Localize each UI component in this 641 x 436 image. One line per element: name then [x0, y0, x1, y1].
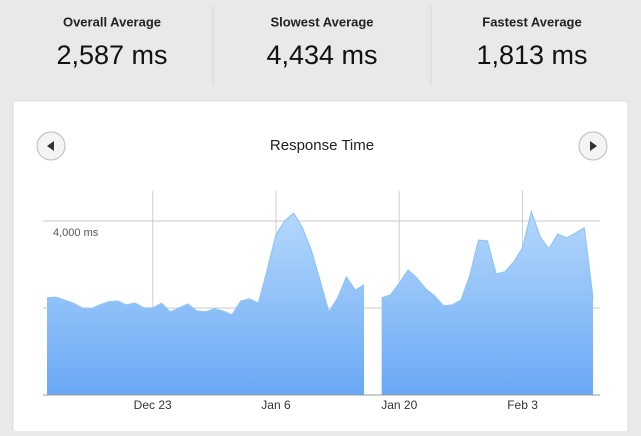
line [381, 209, 594, 307]
area [381, 211, 593, 395]
stat-label: Overall Average [63, 14, 161, 29]
x-tick-label: Jan 6 [261, 398, 291, 412]
y-tick-label: 4,000 ms [53, 227, 99, 239]
stat-label: Slowest Average [270, 14, 373, 29]
prev-button[interactable] [36, 131, 66, 161]
next-arrow[interactable] [590, 141, 597, 151]
chart-title: Response Time [270, 137, 374, 154]
stat-label: Fastest Average [482, 14, 581, 29]
stat-value: 2,587 ms [56, 40, 167, 70]
area [47, 213, 365, 395]
stat-value: 4,434 ms [266, 40, 377, 70]
next-button[interactable] [578, 131, 608, 161]
x-tick-label: Feb 3 [507, 398, 538, 412]
prev-arrow[interactable] [47, 141, 54, 151]
x-tick-label: Jan 20 [381, 398, 417, 412]
x-tick-label: Dec 23 [134, 398, 172, 412]
plot: Dec 23 Jan 6 Jan 20 Feb 3 4,000 ms [43, 190, 600, 412]
line [46, 212, 365, 316]
stat-value: 1,813 ms [476, 40, 587, 70]
